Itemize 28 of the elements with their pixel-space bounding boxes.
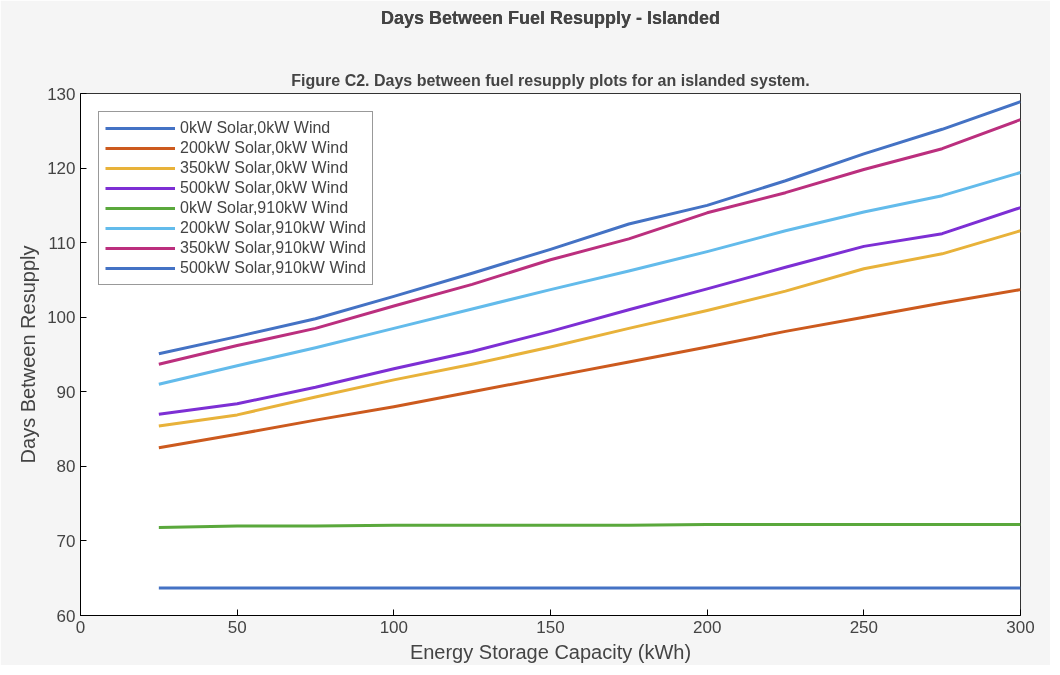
x-tick-label: 150: [536, 617, 565, 637]
x-tick-label: 0: [75, 617, 86, 637]
chart-title: Days Between Fuel Resupply - Islanded: [380, 7, 721, 28]
legend-label: 0kW Solar,910kW Wind: [180, 199, 349, 217]
x-tick-label: 100: [379, 617, 409, 637]
legend-label: 350kW Solar,910kW Wind: [180, 239, 366, 257]
legend-label: 350kW Solar,0kW Wind: [180, 159, 349, 177]
y-axis-title: Days Between Resupply: [17, 245, 40, 464]
x-tick-label: 250: [849, 617, 879, 637]
x-tick-label: 300: [1006, 617, 1035, 637]
y-tick-label: 130: [47, 84, 76, 104]
legend-label: 200kW Solar,910kW Wind: [180, 219, 366, 237]
y-tick-label: 100: [47, 308, 76, 328]
legend-label: 200kW Solar,0kW Wind: [180, 139, 349, 157]
legend-label: 0kW Solar,0kW Wind: [180, 119, 331, 137]
y-tick-label: 120: [47, 159, 76, 179]
y-tick-label: 70: [56, 531, 76, 551]
y-tick-label: 60: [56, 606, 76, 626]
y-tick-label: 90: [56, 382, 76, 402]
legend-label: 500kW Solar,910kW Wind: [180, 259, 366, 277]
x-tick-label: 50: [227, 617, 247, 637]
x-axis-title: Energy Storage Capacity (kWh): [409, 640, 692, 663]
x-tick-label: 200: [692, 617, 722, 637]
line-series: [157, 288, 1021, 450]
legend-label: 500kW Solar,0kW Wind: [180, 179, 349, 197]
y-tick-label: 110: [48, 233, 76, 253]
caption: Figure C2. Days between fuel resupply plots for an islanded system.: [291, 71, 810, 89]
y-tick-label: 80: [56, 457, 76, 477]
